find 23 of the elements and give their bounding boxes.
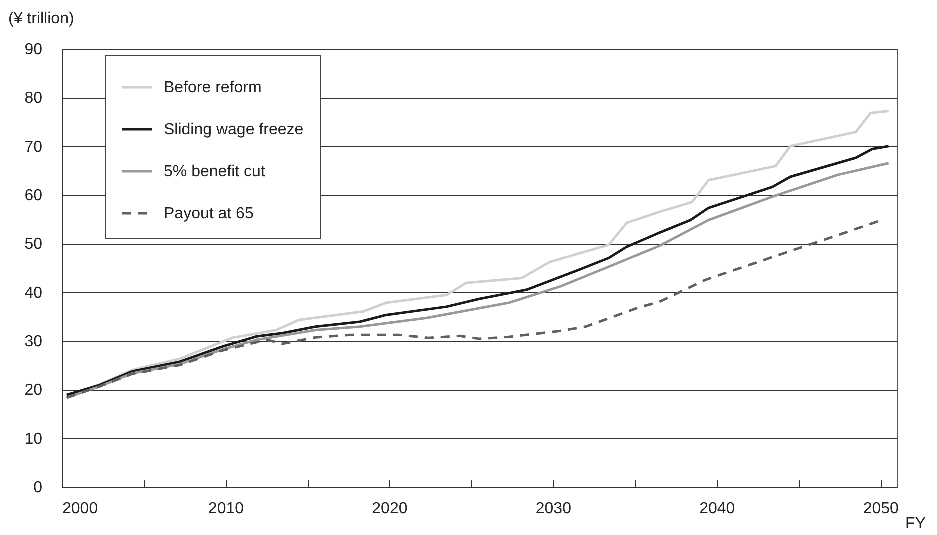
y-tick-label: 60 xyxy=(24,188,43,204)
y-tick-label: 80 xyxy=(24,90,43,108)
legend-label: Sliding wage freeze xyxy=(164,122,304,138)
legend-label: Payout at 65 xyxy=(164,206,254,222)
line-series xyxy=(66,220,880,400)
y-tick-label: 10 xyxy=(24,430,43,448)
y-tick-label: 70 xyxy=(24,138,43,156)
x-tick-label: 2050 xyxy=(863,500,900,518)
y-tick-label: 0 xyxy=(34,480,43,496)
legend-label: Before reform xyxy=(164,80,262,96)
y-tick-label: 40 xyxy=(24,284,43,302)
y-tick-label: 20 xyxy=(24,382,43,400)
x-tick-label: 2010 xyxy=(208,500,244,518)
y-axis-title: (¥ trillion) xyxy=(8,10,74,28)
legend-label: 5% benefit cut xyxy=(164,164,266,180)
x-axis-title: FY xyxy=(906,516,926,532)
y-tick-label: 30 xyxy=(24,334,43,350)
x-tick-label: 2000 xyxy=(62,500,98,518)
x-tick-label: 2020 xyxy=(372,500,408,518)
x-tick-label: 2030 xyxy=(536,500,572,518)
x-tick-label: 2040 xyxy=(700,500,736,518)
y-tick-label: 90 xyxy=(24,42,43,58)
y-tick-label: 50 xyxy=(24,236,43,254)
